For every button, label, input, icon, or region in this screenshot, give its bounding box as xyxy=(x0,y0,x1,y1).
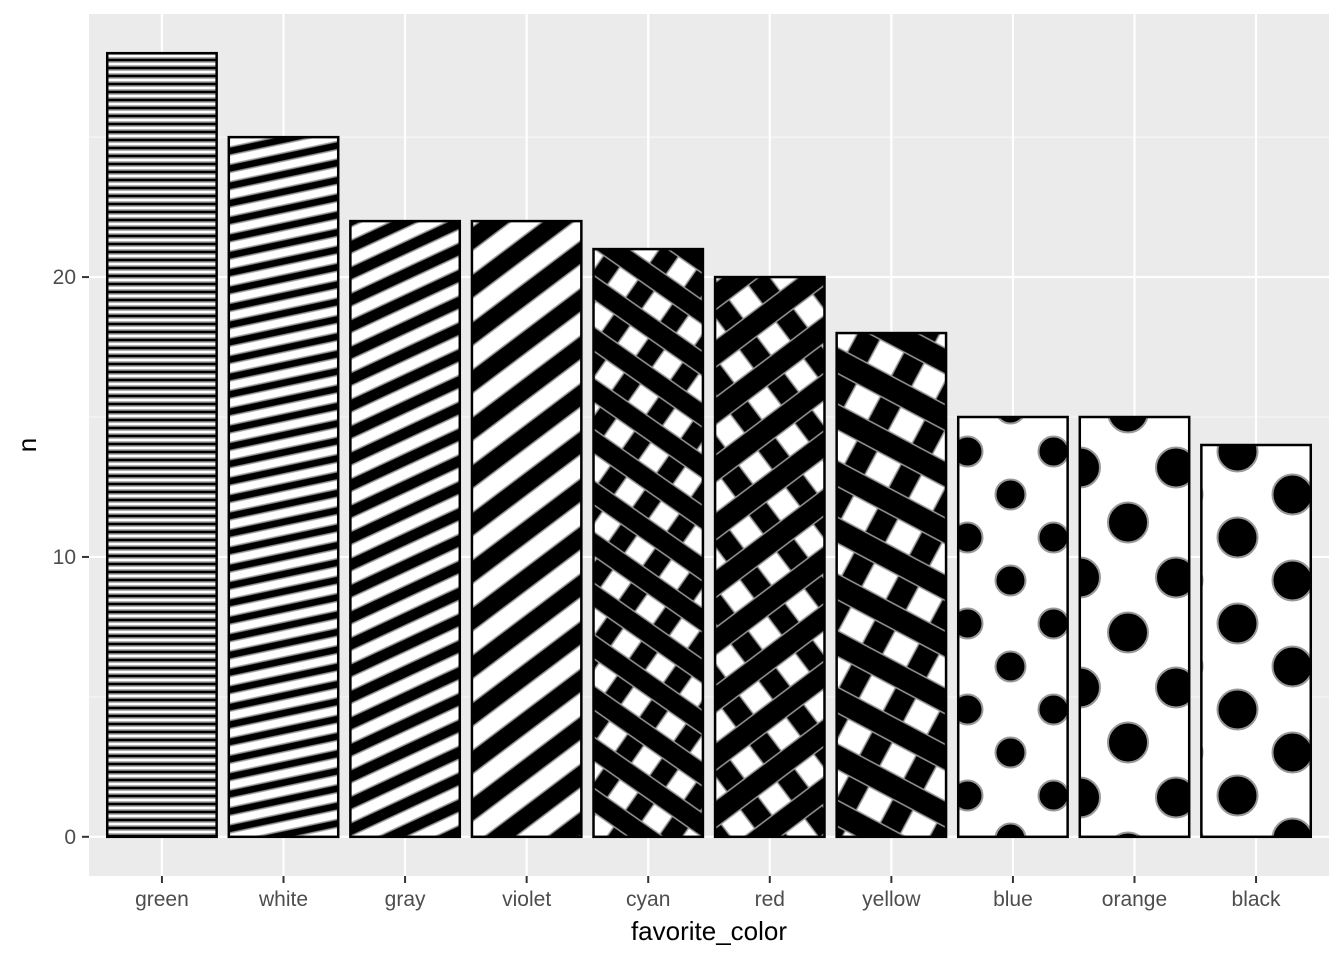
bar-black xyxy=(1200,443,1313,839)
bar-gray xyxy=(349,219,462,839)
y-tick-label: 10 xyxy=(53,546,76,569)
x-tick-label-blue: blue xyxy=(993,888,1033,911)
bar-white xyxy=(227,135,340,839)
x-tick-label-white: white xyxy=(258,888,308,911)
bar-yellow xyxy=(835,331,948,839)
bars xyxy=(105,51,1313,839)
bar-orange xyxy=(1078,415,1191,839)
x-axis: green white gray violet cyan red yellow blue ora… xyxy=(135,876,1281,911)
x-tick-label-violet: violet xyxy=(502,888,551,911)
y-axis: 0 10 20 xyxy=(53,266,89,849)
bar-blue xyxy=(956,415,1069,839)
x-tick-label-orange: orange xyxy=(1102,888,1167,911)
x-tick-label-gray: gray xyxy=(385,888,426,911)
bar-violet xyxy=(470,219,583,839)
bar-green xyxy=(105,51,218,839)
x-axis-title: favorite_color xyxy=(631,916,787,946)
x-tick-label-red: red xyxy=(755,888,785,911)
x-tick-label-green: green xyxy=(135,888,189,911)
y-tick-label: 0 xyxy=(64,826,76,849)
bar-cyan xyxy=(592,247,705,839)
y-tick-label: 20 xyxy=(53,266,76,289)
x-tick-label-black: black xyxy=(1232,888,1282,911)
x-tick-label-cyan: cyan xyxy=(626,888,670,911)
bar-red xyxy=(713,275,826,839)
x-tick-label-yellow: yellow xyxy=(862,888,921,911)
y-axis-title: n xyxy=(12,438,42,452)
